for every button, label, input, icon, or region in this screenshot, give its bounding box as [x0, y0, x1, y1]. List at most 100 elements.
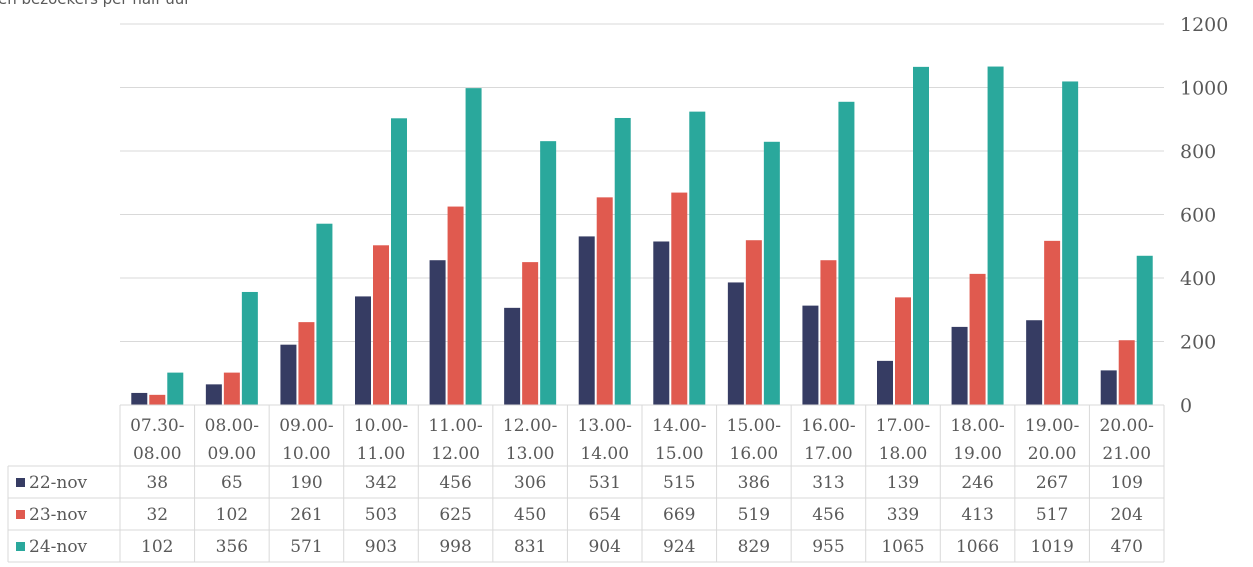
y-tick-label: 600	[1180, 205, 1216, 227]
category-label-line1: 09.00-	[279, 416, 333, 436]
bar-22-nov-0	[131, 392, 148, 405]
bar-22-nov-11	[951, 326, 968, 405]
table-cell-value: 190	[290, 473, 322, 493]
bar-24-nov-5	[540, 141, 557, 405]
bar-24-nov-6	[614, 117, 631, 405]
bar-24-nov-3	[391, 118, 407, 406]
table-cell-value: 38	[146, 473, 168, 493]
table-cell-value: 342	[365, 473, 397, 493]
category-label-line2: 20.00	[1028, 444, 1077, 464]
table-cell-value: 456	[439, 473, 471, 493]
table-cell-value: 1066	[956, 537, 999, 557]
category-label-line2: 10.00	[282, 444, 331, 464]
table-cell-value: 519	[738, 505, 770, 525]
series-name: 23-nov	[29, 505, 88, 525]
table-cell-value: 139	[887, 473, 919, 493]
table-cell-value: 306	[514, 473, 546, 493]
category-label-line1: 20.00-	[1100, 416, 1154, 436]
table-cell-value: 339	[887, 505, 919, 525]
table-cell-value: 515	[663, 473, 695, 493]
table-cell-value: 1065	[881, 537, 924, 557]
bar-23-nov-8	[745, 240, 762, 405]
table-cell-value: 32	[146, 505, 168, 525]
category-label-line2: 13.00	[506, 444, 555, 464]
table-cell-value: 625	[439, 505, 471, 525]
table-cell-value: 955	[812, 537, 844, 557]
bar-24-nov-10	[913, 66, 929, 406]
bar-22-nov-13	[1100, 370, 1117, 405]
bar-24-nov-9	[838, 101, 855, 405]
bar-23-nov-9	[820, 260, 837, 405]
bar-24-nov-8	[763, 141, 780, 406]
bar-23-nov-12	[1044, 240, 1061, 405]
table-cell-value: 204	[1110, 505, 1142, 525]
bar-23-nov-6	[596, 197, 613, 405]
table-cell-value: 924	[663, 537, 695, 557]
y-tick-label: 1200	[1180, 14, 1228, 36]
table-cell-value: 102	[141, 537, 173, 557]
bar-22-nov-3	[355, 296, 371, 405]
category-label-line2: 21.00	[1102, 444, 1151, 464]
bar-22-nov-5	[504, 307, 521, 405]
table-cell-value: 246	[961, 473, 993, 493]
category-label-line2: 14.00	[580, 444, 629, 464]
bar-22-nov-1	[205, 384, 222, 405]
table-cell-value: 356	[216, 537, 248, 557]
table-cell-value: 267	[1036, 473, 1068, 493]
legend-key-23-nov	[16, 510, 25, 519]
series-name: 24-nov	[29, 537, 88, 557]
bar-24-nov-2	[316, 223, 333, 405]
table-cell-value: 313	[812, 473, 844, 493]
bar-23-nov-3	[373, 245, 389, 405]
table-cell-value: 654	[588, 505, 620, 525]
bar-23-nov-7	[671, 192, 688, 405]
category-label-line2: 08.00	[133, 444, 182, 464]
bars	[131, 66, 1153, 406]
table-cell-value: 517	[1036, 505, 1068, 525]
bar-23-nov-11	[969, 273, 986, 405]
bar-22-nov-2	[280, 344, 297, 405]
category-label-line2: 11.00	[357, 444, 406, 464]
bar-22-nov-10	[877, 360, 893, 405]
bar-23-nov-0	[149, 394, 166, 405]
bar-22-nov-7	[653, 241, 670, 405]
bar-22-nov-9	[802, 305, 819, 405]
category-label-line2: 16.00	[730, 444, 779, 464]
table-cell-value: 503	[365, 505, 397, 525]
table-cell-value: 470	[1110, 537, 1142, 557]
bar-23-nov-10	[895, 297, 911, 405]
bar-24-nov-11	[987, 66, 1004, 406]
category-label-line1: 10.00-	[354, 416, 408, 436]
category-label-line1: 07.30-	[130, 416, 184, 436]
bar-22-nov-8	[727, 282, 744, 405]
data-table: 07.30- 08.00 08.00- 09.00 09.00- 10.00 10.00- 1…	[7, 404, 1165, 563]
category-label-line1: 14.00-	[652, 416, 706, 436]
category-label-line2: 18.00	[879, 444, 928, 464]
bar-24-nov-7	[689, 111, 706, 405]
category-label-line1: 12.00-	[503, 416, 557, 436]
y-axis-ticks: 0 200 400 600 800 1000 1200	[1180, 14, 1228, 417]
table-cell-value: 413	[961, 505, 993, 525]
chart-title-partial: en bezoekers per half uur	[0, 0, 191, 8]
table-cell-value: 261	[290, 505, 322, 525]
y-tick-label: 0	[1180, 395, 1192, 417]
bar-24-nov-4	[465, 88, 482, 405]
gridlines	[120, 23, 1164, 406]
category-label-line2: 19.00	[953, 444, 1002, 464]
bar-22-nov-6	[578, 236, 595, 405]
table-cell-value: 571	[290, 537, 322, 557]
table-cell-value: 831	[514, 537, 546, 557]
category-label-line1: 16.00-	[801, 416, 855, 436]
category-label-line2: 17.00	[804, 444, 853, 464]
bar-24-nov-12	[1062, 81, 1079, 405]
y-tick-label: 400	[1180, 268, 1216, 290]
table-cell-value: 109	[1110, 473, 1142, 493]
category-label-line1: 13.00-	[578, 416, 632, 436]
y-tick-label: 800	[1180, 141, 1216, 163]
table-cell-value: 102	[216, 505, 248, 525]
bar-23-nov-5	[522, 262, 539, 405]
table-cell-value: 531	[588, 473, 620, 493]
bar-23-nov-2	[298, 322, 315, 405]
category-label-line2: 15.00	[655, 444, 704, 464]
